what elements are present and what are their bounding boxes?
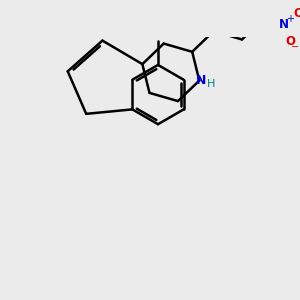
Text: N: N bbox=[279, 18, 289, 31]
Text: H: H bbox=[207, 79, 216, 89]
Text: O: O bbox=[293, 7, 300, 20]
Text: +: + bbox=[286, 14, 294, 24]
Text: −: − bbox=[291, 42, 299, 52]
Text: O: O bbox=[285, 35, 295, 48]
Text: N: N bbox=[196, 74, 206, 87]
